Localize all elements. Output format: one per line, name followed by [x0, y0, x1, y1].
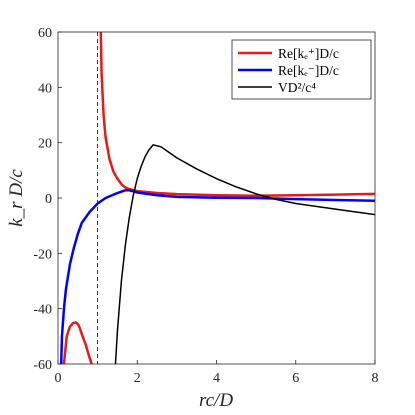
y-tick-label: -20	[33, 247, 52, 262]
legend: Re[kₑ⁺]D/c Re[kₑ⁻]D/c VD²/c⁴	[231, 39, 372, 100]
x-tick-label: 0	[55, 371, 62, 386]
lines-layer	[59, 32, 375, 364]
series-line-kr-plus	[62, 321, 93, 364]
x-tick-label: 4	[213, 371, 220, 386]
series-line-kr-minus	[59, 189, 375, 364]
legend-label-kr-plus: Re[kₑ⁺]D/c	[278, 46, 339, 61]
y-tick-label: 40	[38, 81, 52, 96]
legend-label-kr-minus: Re[kₑ⁻]D/c	[278, 63, 339, 78]
ticks-layer: 0 2 4 6 8 -60 -40 -20 0 20 40 60	[33, 26, 378, 386]
y-tick-label: 20	[38, 137, 52, 152]
y-tick-label: 0	[45, 192, 52, 207]
y-tick-label: -40	[33, 303, 52, 318]
x-tick-label: 6	[292, 371, 299, 386]
x-axis-label: rc/D	[199, 390, 233, 411]
series-line-v	[114, 144, 375, 364]
y-tick-label: 60	[38, 26, 52, 41]
y-tick-label: -60	[33, 358, 52, 373]
x-tick-label: 2	[134, 371, 141, 386]
y-axis-label: k_r D/c	[6, 169, 27, 227]
legend-label-v: VD²/c⁴	[278, 80, 316, 95]
x-tick-label: 8	[372, 371, 379, 386]
